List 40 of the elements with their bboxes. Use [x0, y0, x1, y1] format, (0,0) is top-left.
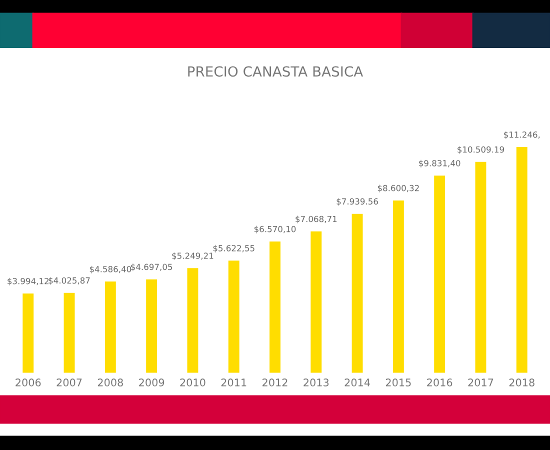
bar [268, 240, 282, 374]
data-label: $7.939.56 [336, 198, 378, 206]
data-label: $11.246, [504, 131, 540, 139]
bar [350, 212, 364, 374]
x-tick-label: 2013 [304, 378, 329, 386]
chart-title: PRECIO CANASTA BASICA [188, 66, 364, 77]
x-tick-label: 2008 [98, 378, 123, 386]
data-label: $9.831,40 [419, 160, 460, 168]
data-label: $5.622,55 [213, 244, 254, 252]
bar [104, 280, 118, 374]
x-tick-label: 2012 [262, 378, 288, 386]
bar [515, 146, 529, 374]
bar [62, 291, 76, 374]
bar [226, 259, 241, 374]
data-label: $4.697,05 [131, 264, 172, 272]
x-tick-label: 2018 [509, 378, 534, 386]
data-label: $7.068,71 [296, 216, 337, 224]
bar [186, 266, 200, 374]
data-label: $6.570,10 [254, 226, 296, 234]
x-tick-label: 2016 [427, 378, 452, 386]
x-tick-label: 2006 [16, 378, 41, 386]
bar [474, 160, 488, 374]
x-tick-label: 2015 [386, 378, 411, 386]
bar [309, 230, 324, 374]
x-tick-label: 2010 [180, 378, 206, 386]
x-tick-label: 2009 [139, 378, 164, 386]
bar [392, 199, 406, 374]
data-label: $3.994,12 [8, 278, 48, 286]
data-label: $10.509.19 [458, 146, 504, 154]
x-tick-label: 2014 [344, 378, 370, 386]
data-label: $5.249,21 [172, 252, 214, 260]
x-tick-label: 2011 [221, 378, 246, 386]
bar [432, 174, 446, 374]
x-tick-label: 2017 [468, 378, 494, 386]
bar [144, 278, 158, 374]
data-label: $8.600,32 [378, 184, 419, 192]
data-label: $4.586,40 [90, 266, 132, 274]
bar [21, 292, 35, 374]
x-tick-label: 2007 [56, 378, 82, 386]
data-label: $4.025,87 [48, 277, 90, 285]
